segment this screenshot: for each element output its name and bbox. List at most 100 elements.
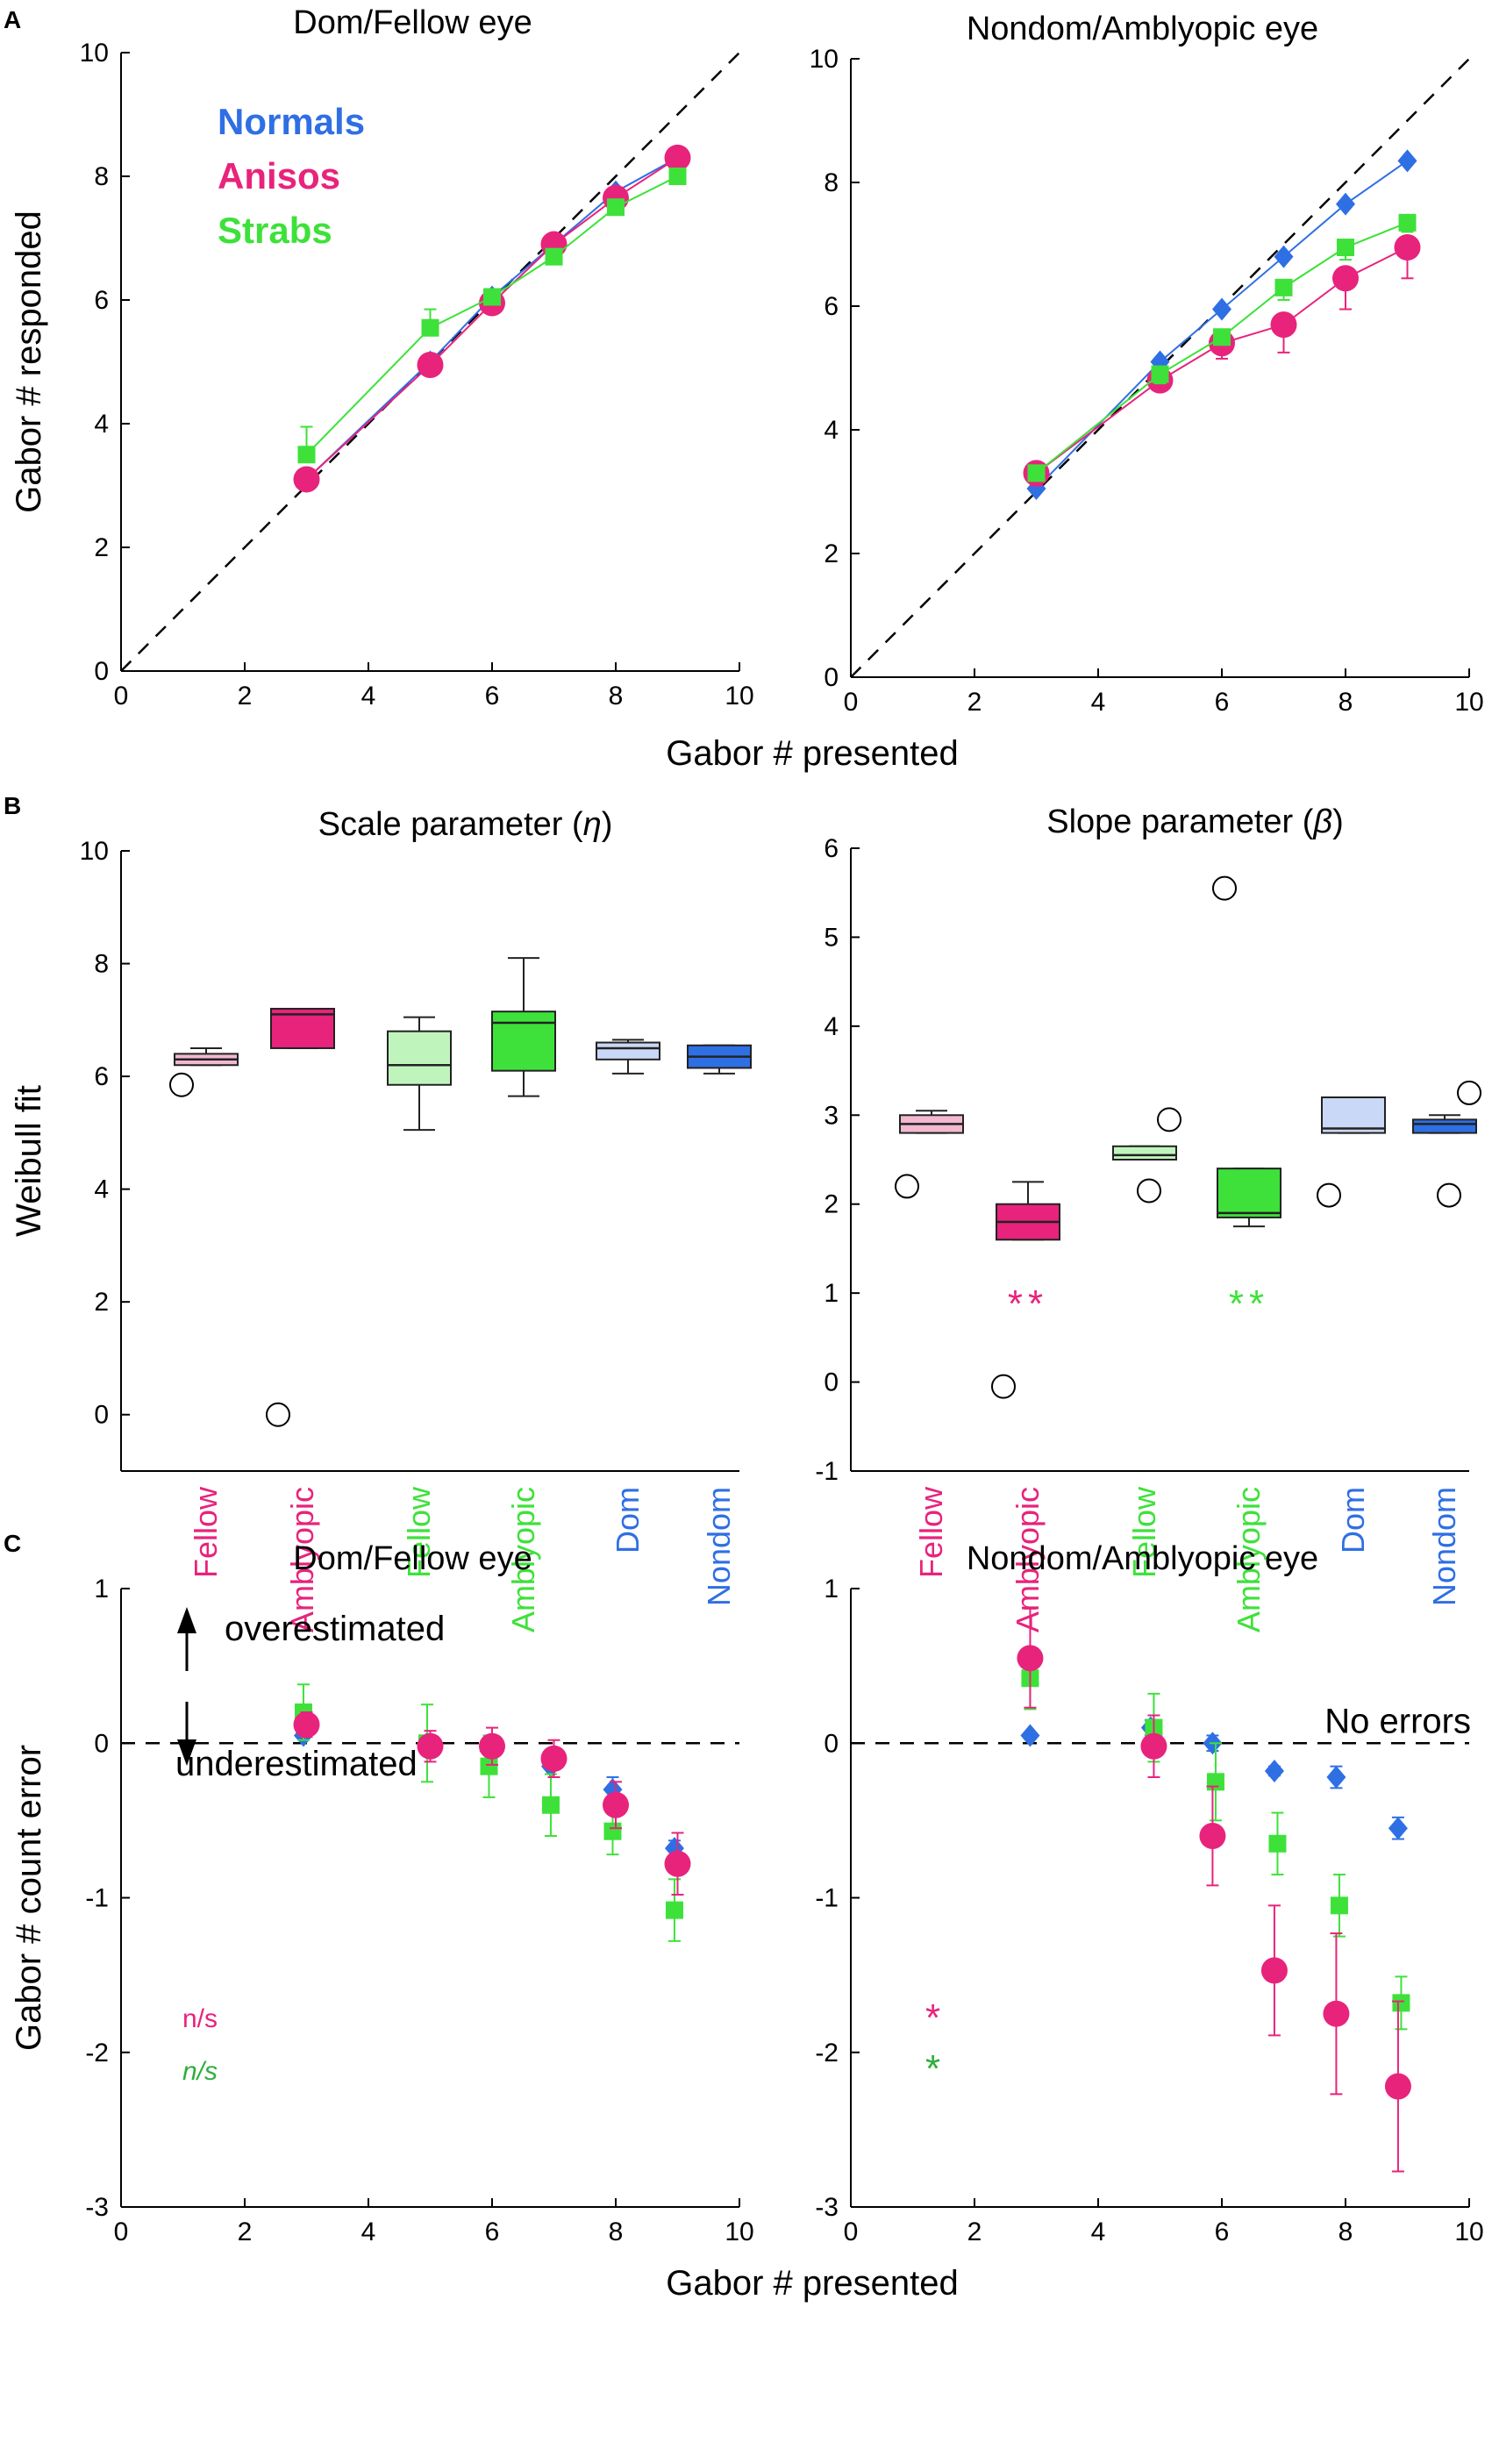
- box-label: Amblyopic: [284, 1487, 320, 1632]
- panel-title-symbol: β: [1312, 803, 1332, 840]
- x-axis-label: Gabor # presented: [666, 2264, 959, 2303]
- data-point: [293, 466, 320, 493]
- y-tick-label: 0: [824, 663, 839, 692]
- y-tick-label: 6: [824, 834, 839, 863]
- box-body: [1412, 1118, 1477, 1134]
- y-tick-label: 0: [824, 1368, 839, 1397]
- x-tick-label: 0: [114, 2218, 129, 2246]
- series-anisos: [1023, 234, 1421, 487]
- x-tick-label: 8: [1339, 2218, 1353, 2246]
- data-point: [479, 1732, 505, 1760]
- y-tick-label: 5: [824, 923, 839, 952]
- y-tick-label: 0: [94, 1401, 109, 1430]
- box-6: Nondom: [1412, 1080, 1481, 1606]
- y-tick-label: 0: [824, 1729, 839, 1758]
- data-point: [1332, 265, 1359, 292]
- series-anisos: [293, 1711, 691, 1896]
- data-point: [1392, 1994, 1410, 2012]
- y-tick-label: 8: [94, 950, 109, 979]
- series-normals: [1026, 149, 1417, 500]
- y-tick-label: 6: [94, 286, 109, 315]
- box-label: Fellow: [913, 1486, 949, 1578]
- legend-anisos: Anisos: [218, 155, 340, 196]
- box-body: [1112, 1145, 1177, 1161]
- x-tick-label: 0: [844, 2218, 859, 2246]
- panel-title: Nondom/Amblyopic eye: [967, 11, 1318, 47]
- significance-label: n/s: [182, 2057, 218, 2086]
- significance-label: n/s: [182, 2004, 218, 2033]
- x-tick-label: 10: [725, 682, 753, 711]
- y-tick-label: 4: [94, 1175, 109, 1204]
- y-tick-label: -1: [815, 1457, 839, 1486]
- series-line: [1035, 160, 1409, 489]
- significance-label: *: [925, 1996, 946, 2039]
- no-errors-label: No errors: [1324, 1702, 1471, 1740]
- x-tick-label: 8: [609, 682, 624, 711]
- data-point: [1274, 278, 1293, 296]
- box-2: Amblyopic: [991, 1181, 1060, 1632]
- data-point: [1268, 1834, 1287, 1853]
- data-point: [1384, 2073, 1411, 2100]
- data-point: [1020, 1724, 1040, 1747]
- y-tick-label: 0: [94, 657, 109, 686]
- series-strabs: [294, 1683, 683, 1942]
- panel-a1: Dom/Fellow eye A Gabor # responded 0 2 4 6 8 10 0…: [4, 4, 754, 711]
- significance-stars: **: [1229, 1282, 1269, 1325]
- y-axis-label: Weibull fit: [10, 1085, 48, 1237]
- outlier-point: [1457, 1080, 1481, 1105]
- box-4: Amblyopic: [491, 957, 556, 1632]
- box-6: Nondom: [687, 1044, 752, 1606]
- y-tick-label: 1: [94, 1575, 109, 1603]
- up-arrow-head: [177, 1607, 196, 1633]
- series-line: [1035, 221, 1408, 475]
- y-tick-label: 0: [94, 1729, 109, 1758]
- data-point: [668, 168, 687, 185]
- panel-title-suffix: ): [602, 806, 613, 843]
- data-point: [1264, 1759, 1284, 1782]
- data-point: [1213, 328, 1231, 346]
- data-point: [1212, 297, 1231, 321]
- box-body: [387, 1030, 452, 1086]
- x-tick-label: 4: [1091, 2218, 1106, 2246]
- x-tick-label: 2: [967, 688, 982, 717]
- outlier-point: [1437, 1182, 1461, 1208]
- data-point: [1140, 1732, 1167, 1760]
- y-tick-label: 10: [80, 39, 109, 68]
- data-point: [664, 144, 691, 171]
- panel-letter: A: [4, 6, 21, 33]
- box-label: Dom: [1335, 1487, 1371, 1553]
- panel-letter: C: [4, 1530, 21, 1557]
- box-3: Fellow: [1112, 1107, 1181, 1578]
- data-point: [1398, 213, 1417, 232]
- data-point: [541, 1796, 560, 1814]
- panel-title: Dom/Fellow eye: [293, 4, 532, 41]
- panel-title: Nondom/Amblyopic eye: [967, 1540, 1318, 1577]
- panel-title-text: Scale parameter (: [318, 806, 583, 843]
- x-tick-label: 4: [361, 682, 376, 711]
- panel-letter: B: [4, 792, 21, 819]
- box-1: Fellow: [169, 1046, 239, 1578]
- y-axis-label: Gabor # responded: [10, 211, 48, 513]
- series-line: [305, 156, 678, 481]
- underestimated-label: underestimated: [175, 1745, 418, 1783]
- x-tick-label: 8: [1339, 688, 1353, 717]
- box-4: Amblyopic: [1212, 875, 1281, 1632]
- y-tick-label: 2: [94, 1288, 109, 1317]
- box-5: Dom: [1317, 1096, 1386, 1553]
- box-label: Fellow: [188, 1486, 224, 1578]
- y-tick-label: 6: [94, 1062, 109, 1091]
- data-point: [483, 288, 501, 306]
- box-label: Dom: [610, 1487, 646, 1553]
- data-point: [665, 1901, 683, 1919]
- panel-title: Scale parameter (η): [318, 806, 613, 843]
- outlier-point: [895, 1174, 919, 1199]
- x-axis-label: Gabor # presented: [666, 734, 959, 773]
- y-tick-label: -2: [815, 2039, 839, 2068]
- x-tick-label: 4: [361, 2218, 376, 2246]
- series-line: [305, 175, 678, 455]
- data-point: [1323, 2000, 1350, 2027]
- box-5: Dom: [596, 1039, 660, 1553]
- y-axis-label: Gabor # count error: [10, 1745, 48, 2051]
- data-point: [293, 1711, 320, 1739]
- outlier-point: [169, 1072, 194, 1097]
